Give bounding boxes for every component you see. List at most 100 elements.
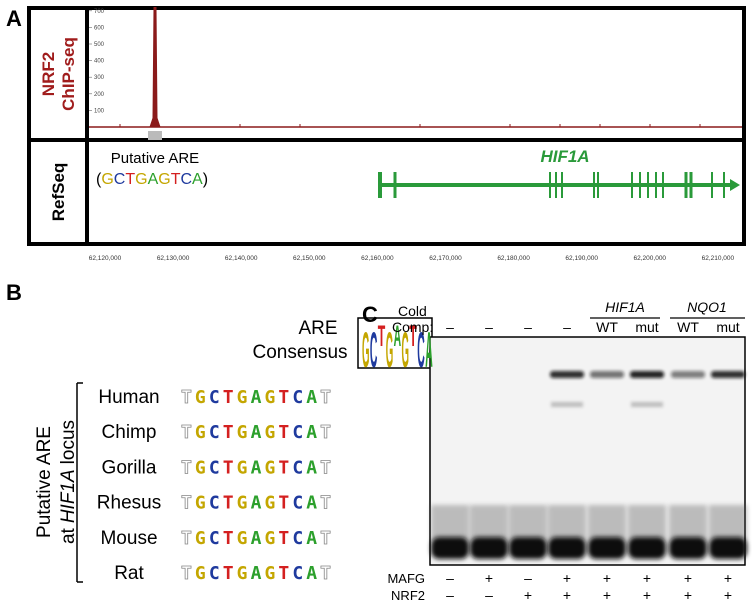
row-sign: + [684, 570, 692, 586]
group-label: NQO1 [687, 299, 727, 315]
sequence-letter: G [237, 387, 248, 408]
sequence-letter: T [181, 457, 192, 478]
genome-tick-label: 62,210,000 [702, 255, 735, 262]
sequence-letter: C [292, 457, 303, 478]
sequence-letter: A [306, 457, 317, 478]
shifted-band [590, 371, 624, 378]
are-marker [148, 131, 162, 140]
are-letter: C [114, 171, 126, 188]
sequence-letter: A [251, 563, 262, 584]
genome-tick-label: 62,190,000 [565, 255, 598, 262]
row-sign: – [446, 570, 454, 586]
locus-gene: HIF1A [58, 469, 79, 523]
sequence-letter: T [320, 493, 331, 514]
sequence-letter: C [209, 528, 220, 549]
panel-label: B [6, 280, 22, 305]
logo-letter: T [409, 320, 417, 353]
shifted-band [711, 371, 745, 378]
sequence-letter: C [292, 563, 303, 584]
locus-label-line: Putative ARE [34, 426, 55, 538]
sequence-letter: T [278, 422, 289, 443]
row-sign: + [684, 587, 692, 603]
sequence-letter: T [320, 563, 331, 584]
sequence-letter: C [292, 493, 303, 514]
sequence-letter: T [278, 387, 289, 408]
genome-tick-label: 62,130,000 [157, 255, 190, 262]
sequence-letter: C [292, 528, 303, 549]
sequence-letter: C [209, 563, 220, 584]
gel-smear [470, 505, 508, 540]
species-name: Chimp [102, 422, 157, 443]
sequence-letter: T [223, 563, 234, 584]
gel-smear [509, 505, 547, 540]
comp-entry: mut [716, 319, 739, 335]
sequence-letter: T [320, 387, 331, 408]
shifted-band [550, 371, 584, 378]
sequence-letter: T [223, 457, 234, 478]
sequence-letter: A [306, 563, 317, 584]
logo-letter: C [417, 322, 425, 378]
sequence-letter: A [251, 422, 262, 443]
sequence-letter: G [237, 528, 248, 549]
comp-entry: mut [635, 319, 658, 335]
faint-band [551, 402, 583, 407]
logo-letter: G [402, 322, 410, 378]
are-letter: G [101, 171, 113, 188]
row-sign: + [724, 570, 732, 586]
species-name: Rat [114, 563, 144, 584]
are-letter: G [135, 171, 147, 188]
row-sign: + [603, 587, 611, 603]
row-sign: + [603, 570, 611, 586]
row-sign: + [563, 587, 571, 603]
sequence-letter: G [264, 422, 275, 443]
sequence-letter: T [223, 422, 234, 443]
sequence-letter: A [306, 387, 317, 408]
sequence-letter: C [292, 422, 303, 443]
gel-smear [709, 505, 747, 540]
are-letter: T [171, 171, 181, 188]
gel-smear [548, 505, 586, 540]
species-name: Gorilla [102, 457, 157, 478]
panel-label: C [362, 302, 378, 327]
chip-peak [149, 6, 161, 128]
row-label: MAFG [387, 571, 425, 586]
consensus-label: ARE [298, 318, 337, 339]
sequence-letter: G [264, 528, 275, 549]
sequence-letter: T [181, 493, 192, 514]
sequence-letter: G [195, 387, 206, 408]
free-probe-band [431, 537, 469, 559]
sequence-letter: A [251, 493, 262, 514]
faint-band [631, 402, 663, 407]
y-tick-label: 300 [94, 75, 105, 81]
sequence-letter: G [264, 493, 275, 514]
genome-tick-label: 62,160,000 [361, 255, 394, 262]
sequence-letter: A [251, 387, 262, 408]
gel-smear [588, 505, 626, 540]
are-letter: A [148, 171, 159, 188]
free-probe-band [709, 537, 747, 559]
sequence-letter: G [264, 563, 275, 584]
logo-letter: G [362, 322, 370, 378]
row-sign: – [524, 570, 532, 586]
sequence-letter: C [209, 457, 220, 478]
row-sign: – [446, 587, 454, 603]
y-tick-label: 200 [94, 92, 105, 98]
sequence-letter: T [181, 528, 192, 549]
sequence-letter: G [195, 457, 206, 478]
comp-entry: – [563, 319, 571, 335]
locus-label: Putative ARE at HIF1A locus [34, 420, 79, 544]
are-letter: ( [96, 171, 102, 188]
consensus-label: Consensus [252, 342, 347, 363]
cold-label: Cold [398, 303, 427, 319]
are-letter: G [158, 171, 170, 188]
y-tick-label: 700 [94, 9, 105, 15]
sequence-letter: T [181, 387, 192, 408]
chip-track-label-line: ChIP-seq [59, 37, 78, 111]
sequence-letter: T [223, 387, 234, 408]
sequence-letter: C [209, 422, 220, 443]
are-letter: T [125, 171, 135, 188]
